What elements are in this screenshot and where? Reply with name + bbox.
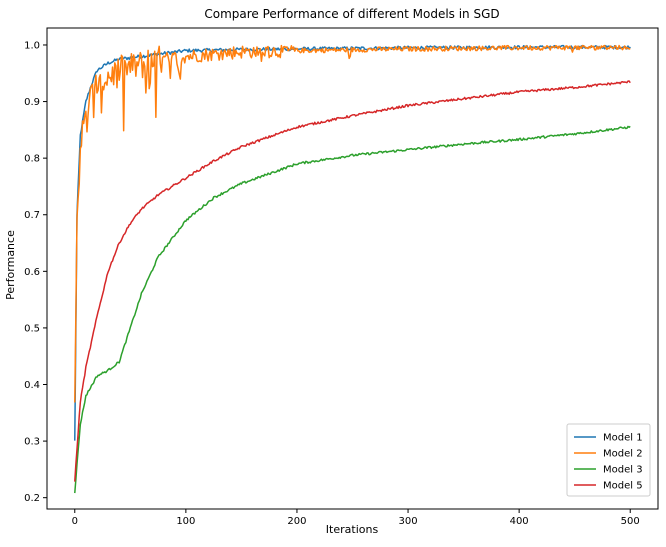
chart-title: Compare Performance of different Models …	[204, 7, 499, 21]
x-axis: 0 100 200 300 400 500	[72, 509, 640, 527]
x-axis-label: Iterations	[326, 523, 379, 536]
series-line-3	[74, 125, 631, 494]
x-tick-label: 0	[72, 516, 78, 527]
legend-label: Model 2	[603, 449, 643, 460]
y-tick-label: 0.3	[24, 437, 40, 448]
series-line-2	[74, 44, 631, 403]
y-tick-label: 0.5	[24, 323, 40, 334]
chart-legend: Model 1 Model 2 Model 3 Model 5	[566, 423, 651, 497]
series-lines	[74, 44, 631, 494]
y-axis: 0.2 0.3 0.4 0.5 0.6 0.7 0.8 0.9 1.0	[24, 40, 47, 504]
y-axis-label: Performance	[4, 230, 17, 300]
y-tick-label: 1.0	[24, 40, 40, 51]
x-tick-label: 500	[621, 516, 640, 527]
legend-label: Model 3	[603, 465, 643, 476]
y-tick-label: 0.8	[24, 154, 40, 165]
legend-label: Model 1	[603, 433, 643, 444]
x-tick-label: 300	[398, 516, 417, 527]
y-tick-label: 0.4	[24, 380, 40, 391]
x-tick-label: 400	[510, 516, 529, 527]
y-tick-label: 0.2	[24, 493, 40, 504]
legend-label: Model 5	[603, 481, 643, 492]
x-tick-label: 200	[287, 516, 306, 527]
legend-frame	[566, 423, 651, 497]
y-tick-label: 0.6	[24, 267, 40, 278]
series-line-4	[74, 80, 631, 482]
x-tick-label: 100	[176, 516, 195, 527]
plot-area-frame	[46, 27, 659, 510]
series-line-1	[74, 44, 631, 441]
y-tick-label: 0.7	[24, 210, 40, 221]
y-tick-label: 0.9	[24, 97, 40, 108]
